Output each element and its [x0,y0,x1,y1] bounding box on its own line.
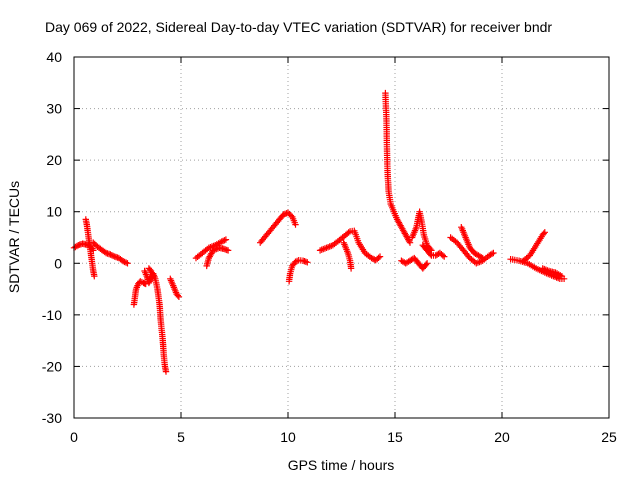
x-tick-label: 25 [601,429,617,445]
data-point [110,252,117,260]
series-segment [382,89,414,246]
series-segment [130,278,149,308]
data-point [427,251,434,258]
series-segment [398,254,431,272]
data-point [465,253,472,260]
data-point [287,212,295,219]
series-segment [539,265,566,280]
data-point [222,236,230,243]
data-series-sdtvar [70,89,568,375]
series-segment [507,256,568,282]
series-segment [90,239,131,267]
series-segment [145,265,157,280]
data-point [73,242,81,250]
data-point [120,258,127,265]
data-point [439,252,446,259]
x-tick-label: 20 [494,429,510,445]
chart-title: Day 069 of 2022, Sidereal Day-to-day VTE… [45,19,552,35]
data-point [124,260,131,267]
y-axis-ticks: 40 30 20 10 0 -10 -20 -30 [42,49,609,426]
data-point [284,209,292,216]
data-point [345,229,352,236]
data-point [107,251,114,258]
y-tick-label: -20 [42,358,62,374]
data-point [441,253,448,260]
data-point [91,240,98,248]
series-segment [520,229,548,264]
x-tick-label: 15 [387,429,403,445]
data-point [122,259,130,266]
series-segment [285,257,311,285]
series-segment [141,267,170,375]
data-point [175,293,183,300]
y-tick-label: -10 [42,307,62,323]
data-point [147,276,154,284]
x-axis-ticks: 0 5 10 15 20 25 [70,57,617,445]
data-point [540,230,547,237]
series-segment [408,208,435,254]
data-point [368,254,375,262]
grid [74,57,609,418]
data-point [121,258,128,266]
y-axis-label: SDTVAR / TECUs [6,181,22,293]
series-segment [419,242,448,260]
series-segment [203,244,232,270]
series-segment [82,216,98,280]
data-point [218,238,225,245]
y-tick-label: -30 [42,410,62,426]
data-point [221,237,228,244]
data-point [162,368,170,375]
y-tick-label: 20 [46,152,62,168]
data-point [292,221,299,228]
series-segment [340,239,355,272]
x-tick-label: 5 [177,429,185,445]
series-segment [257,209,299,246]
plot-frame [73,56,610,419]
data-point [347,265,355,272]
data-point [422,261,430,268]
data-point [108,252,115,259]
data-point [478,254,485,261]
data-point [150,273,157,280]
data-point [488,250,496,257]
data-point [558,273,566,280]
x-tick-label: 10 [280,429,296,445]
data-point [91,273,98,280]
data-point [375,254,382,261]
data-point [174,292,181,299]
data-point [145,279,153,287]
x-axis-label: GPS time / hours [288,457,395,473]
data-point [376,253,384,260]
y-tick-label: 10 [46,204,62,220]
data-point [286,210,293,218]
y-tick-label: 0 [54,255,62,271]
data-point [479,254,486,262]
data-point [490,249,497,257]
series-segment [167,275,183,300]
x-tick-label: 0 [70,429,78,445]
series-segment [316,227,384,264]
series-segment [192,236,230,262]
data-point [406,239,414,246]
data-point [541,229,548,236]
y-tick-label: 30 [46,101,62,117]
data-point [423,260,431,267]
y-tick-label: 40 [46,49,62,65]
series-segment [458,224,486,262]
data-point [304,259,311,266]
series-segment [447,234,497,267]
data-point [224,247,232,254]
